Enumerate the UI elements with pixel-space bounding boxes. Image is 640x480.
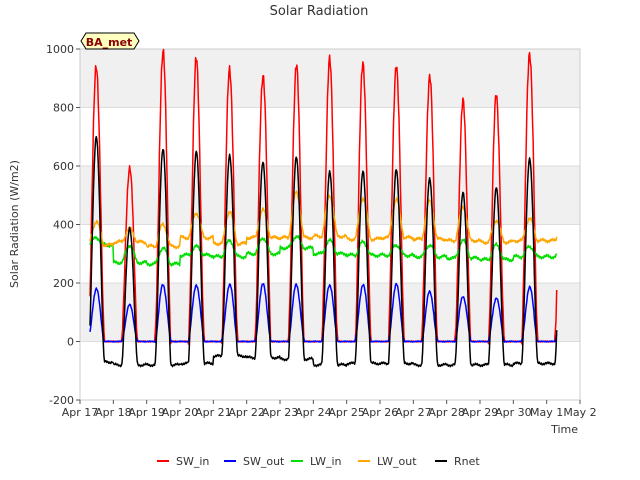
- y-axis-label: Solar Radiation (W/m2): [8, 160, 21, 288]
- y-tick-label: -200: [49, 394, 74, 407]
- x-tick-label: May 1: [530, 406, 563, 419]
- legend-label: Rnet: [454, 455, 480, 468]
- badge-shape: [80, 32, 140, 50]
- x-tick-label: Apr 19: [128, 406, 165, 419]
- series-line-lw-in: [89, 234, 558, 267]
- x-tick-label: Apr 17: [62, 406, 99, 419]
- chart-title: Solar Radiation: [270, 4, 369, 19]
- y-tick-label: 1000: [46, 43, 74, 56]
- series-line-lw-out: [89, 190, 558, 250]
- legend-label: SW_in: [176, 455, 209, 468]
- plot-bands: [80, 49, 580, 342]
- station-badge: BA_met: [80, 32, 140, 50]
- y-tick-label: 200: [53, 277, 74, 290]
- badge-label: BA_met: [86, 36, 133, 49]
- legend-label: SW_out: [243, 455, 285, 468]
- x-axis-label: Time: [550, 423, 578, 436]
- x-tick-label: Apr 25: [328, 406, 365, 419]
- y-axis-ticks: -200 0 200 400 600 800 1000: [46, 43, 80, 407]
- y-tick-label: 400: [53, 219, 74, 232]
- y-tick-label: 0: [67, 336, 74, 349]
- series-line-rnet: [89, 135, 558, 368]
- x-tick-label: Apr 22: [228, 406, 265, 419]
- x-tick-label: Apr 26: [362, 406, 399, 419]
- plot-band: [80, 283, 580, 342]
- y-tick-label: 800: [53, 102, 74, 115]
- x-tick-label: Apr 27: [395, 406, 432, 419]
- x-tick-label: Apr 29: [462, 406, 499, 419]
- y-tick-label: 600: [53, 160, 74, 173]
- x-tick-label: Apr 20: [162, 406, 199, 419]
- legend-label: LW_out: [377, 455, 417, 468]
- legend: SW_in SW_out LW_in LW_out Rnet: [157, 455, 480, 468]
- x-tick-label: May 2: [563, 406, 596, 419]
- x-tick-label: Apr 24: [295, 406, 332, 419]
- x-tick-label: Apr 18: [95, 406, 132, 419]
- legend-label: LW_in: [310, 455, 342, 468]
- x-tick-label: Apr 30: [495, 406, 532, 419]
- x-tick-label: Apr 23: [262, 406, 299, 419]
- x-tick-label: Apr 21: [195, 406, 232, 419]
- series-lines: [89, 48, 558, 368]
- x-tick-label: Apr 28: [428, 406, 465, 419]
